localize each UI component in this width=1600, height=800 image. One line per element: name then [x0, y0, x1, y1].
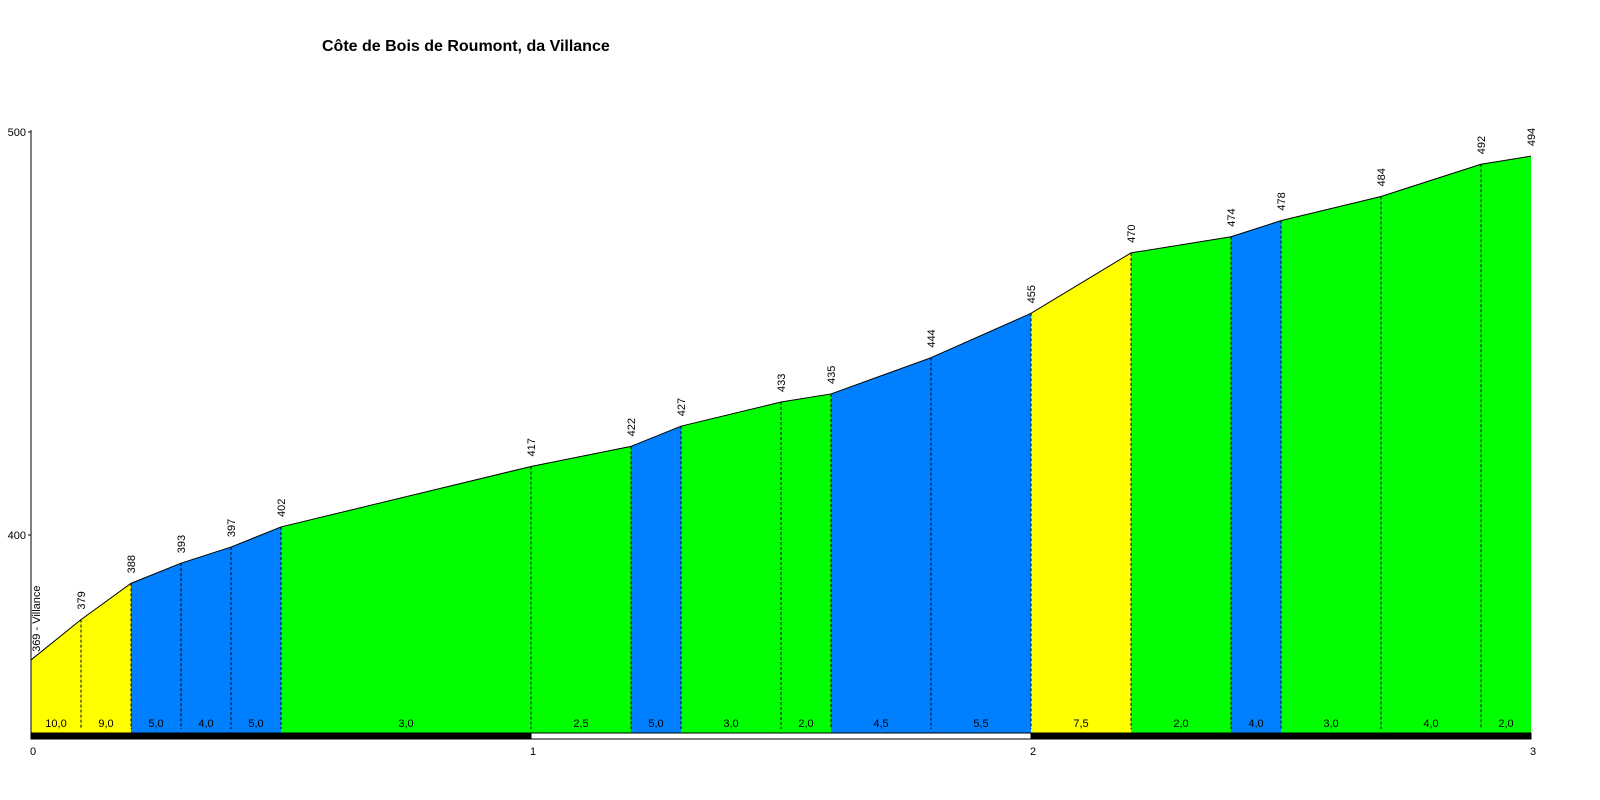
gradient-label: 4,0 [1248, 718, 1263, 730]
profile-segment [681, 402, 781, 735]
elevation-label: 444 [926, 329, 938, 347]
gradient-label: 4,5 [873, 718, 888, 730]
profile-segment [931, 313, 1031, 735]
profile-segment [1481, 156, 1531, 735]
elevation-label: 402 [276, 499, 288, 517]
elevation-label: 474 [1226, 208, 1238, 226]
gradient-label: 3,0 [1323, 718, 1338, 730]
profile-segment [1231, 220, 1281, 735]
profile-segment [1281, 196, 1381, 736]
elevation-label: 417 [526, 438, 538, 456]
gradient-label: 2,0 [1498, 718, 1513, 730]
x-tick-label: 1 [530, 746, 536, 758]
elevation-label: 397 [226, 519, 238, 537]
gradient-label: 7,5 [1073, 718, 1088, 730]
elevation-label: 379 [76, 591, 88, 609]
km-bar-segment [30, 732, 532, 740]
km-bar-segment [530, 732, 1032, 740]
y-tick-label: 500 [8, 127, 26, 139]
x-tick-label: 2 [1030, 746, 1036, 758]
profile-segment [831, 357, 931, 735]
profile-segment [31, 619, 81, 735]
start-label: 369 - Villance [31, 585, 43, 651]
gradient-label: 2,0 [798, 718, 813, 730]
gradient-label: 10,0 [45, 718, 66, 730]
elevation-label: 422 [626, 418, 638, 436]
profile-segment [781, 393, 831, 735]
profile-segment [231, 526, 281, 735]
elevation-label: 494 [1526, 128, 1538, 146]
y-tick-label: 400 [8, 530, 26, 542]
elevation-label: 427 [676, 398, 688, 416]
profile-segment [281, 466, 531, 735]
gradient-label: 9,0 [98, 718, 113, 730]
gradient-label: 2,0 [1173, 718, 1188, 730]
gradient-label: 5,5 [973, 718, 988, 730]
profile-segment [181, 547, 231, 735]
profile-segment [81, 583, 131, 735]
elevation-label: 433 [776, 374, 788, 392]
profile-segment [631, 426, 681, 735]
gradient-label: 3,0 [398, 718, 413, 730]
elevation-label: 393 [176, 535, 188, 553]
gradient-label: 5,0 [148, 718, 163, 730]
x-tick-label: 0 [30, 746, 36, 758]
elevation-label: 484 [1376, 168, 1388, 186]
elevation-label: 435 [826, 366, 838, 384]
profile-segment [1381, 164, 1481, 736]
gradient-label: 5,0 [648, 718, 663, 730]
gradient-label: 4,0 [1423, 718, 1438, 730]
profile-segment [531, 446, 631, 735]
elevation-label: 388 [126, 555, 138, 573]
gradient-label: 5,0 [248, 718, 263, 730]
km-bar-segment [1030, 732, 1532, 740]
elevation-label: 470 [1126, 225, 1138, 243]
elevation-label: 478 [1276, 192, 1288, 210]
gradient-label: 3,0 [723, 718, 738, 730]
chart-title: Côte de Bois de Roumont, da Villance [322, 38, 610, 55]
gradient-label: 4,0 [198, 718, 213, 730]
elevation-label: 492 [1476, 136, 1488, 154]
elevation-label: 455 [1026, 285, 1038, 303]
profile-segment [1131, 236, 1231, 735]
gradient-label: 2,5 [573, 718, 588, 730]
x-tick-label: 3 [1530, 746, 1536, 758]
profile-segment [1031, 252, 1131, 735]
profile-segment [131, 563, 181, 735]
profile-line [30, 155, 1532, 661]
